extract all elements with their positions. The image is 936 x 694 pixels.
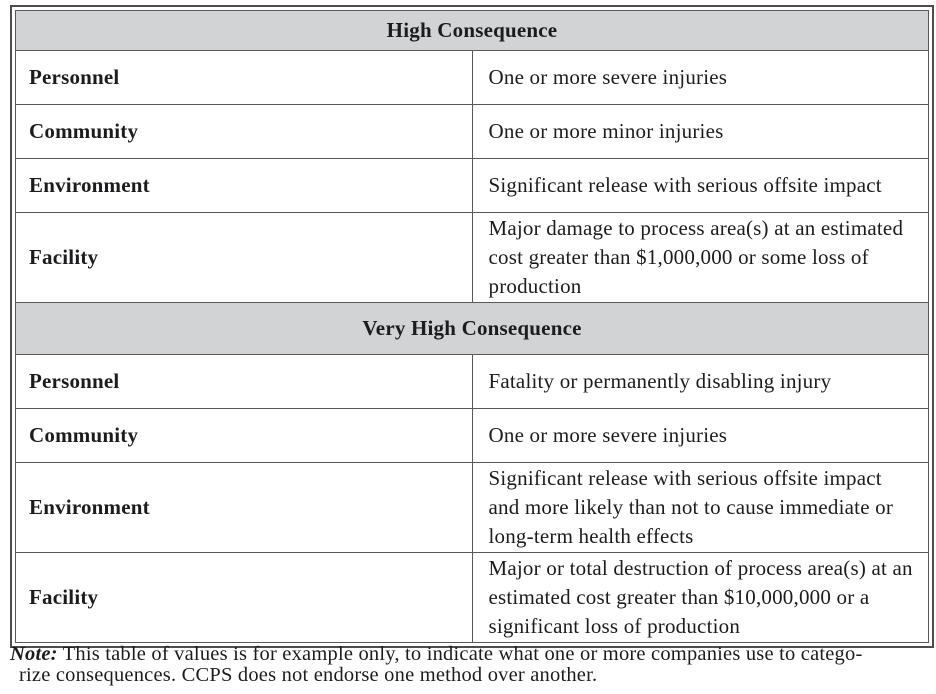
row-label-community: Community <box>15 408 473 463</box>
row-description: Significant release with serious offsite… <box>471 462 929 553</box>
table-row: Environment Significant release with ser… <box>15 158 929 213</box>
section-header-very-high-consequence: Very High Consequence <box>15 302 929 355</box>
table-row: Community One or more severe injuries <box>15 408 929 463</box>
note-label: Note: <box>10 643 58 665</box>
table-row: Facility Major damage to process area(s)… <box>15 212 929 303</box>
note-line-1: Note: This table of values is for exampl… <box>10 644 926 665</box>
row-label-community: Community <box>15 104 473 159</box>
table-row: Community One or more minor injuries <box>15 104 929 159</box>
table-row: Environment Significant release with ser… <box>15 462 929 553</box>
row-label-personnel: Personnel <box>15 354 473 409</box>
row-label-environment: Environment <box>15 158 473 213</box>
table-row: High Consequence <box>15 10 929 51</box>
note-text-line1: This table of values is for example only… <box>57 643 863 665</box>
row-description: Major damage to process area(s) at an es… <box>471 212 929 303</box>
note: Note: This table of values is for exampl… <box>10 644 926 686</box>
row-description: Fatality or permanently disabling injury <box>471 354 929 409</box>
row-description: Major or total destruction of process ar… <box>471 552 929 643</box>
note-line-2: rize consequences. CCPS does not endorse… <box>19 664 598 686</box>
row-description: One or more severe injuries <box>471 408 929 463</box>
row-description: One or more minor injuries <box>471 104 929 159</box>
row-description: One or more severe injuries <box>471 50 929 105</box>
table-row: Very High Consequence <box>15 302 929 355</box>
table-row: Facility Major or total destruction of p… <box>15 552 929 643</box>
row-description: Significant release with serious offsite… <box>471 158 929 213</box>
row-label-environment: Environment <box>15 462 473 553</box>
row-label-facility: Facility <box>15 552 473 643</box>
consequence-categories-table: High Consequence Personnel One or more s… <box>15 10 929 643</box>
row-label-facility: Facility <box>15 212 473 303</box>
table-row: Personnel Fatality or permanently disabl… <box>15 354 929 409</box>
consequence-table: High Consequence Personnel One or more s… <box>10 5 934 648</box>
section-header-high-consequence: High Consequence <box>15 10 929 51</box>
row-label-personnel: Personnel <box>15 50 473 105</box>
table-row: Personnel One or more severe injuries <box>15 50 929 105</box>
